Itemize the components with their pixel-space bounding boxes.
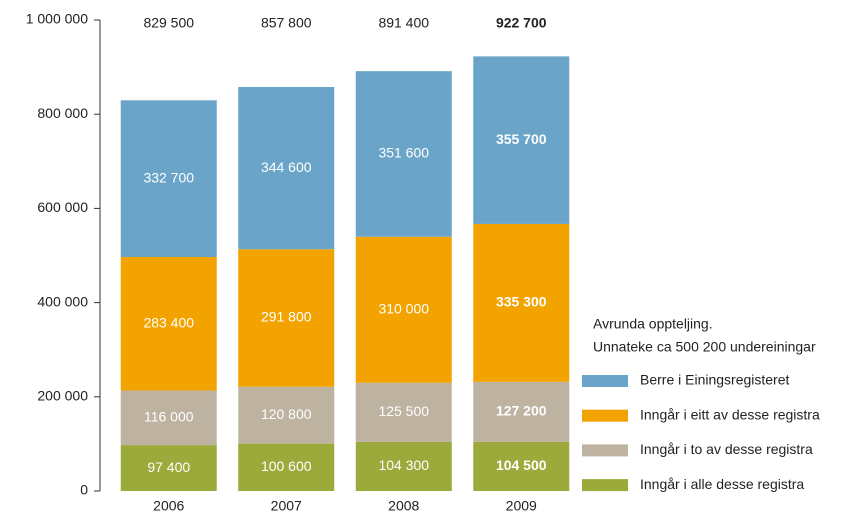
data-label: 332 700 [143,169,194,185]
y-tick-label: 800 000 [37,105,88,121]
bar-segment [355,382,452,442]
total-label: 857 800 [261,15,312,31]
data-label: 104 300 [378,457,429,473]
data-label: 344 600 [261,159,312,175]
bar-segment [473,441,570,491]
legend-label: Inngår i to av desse registra [640,441,813,457]
bar-segment [238,249,335,387]
data-label: 97 400 [147,459,190,475]
data-label: 351 600 [378,145,429,161]
bar-segment [473,381,570,442]
bar-segment [355,441,452,491]
data-label: 116 000 [144,409,194,425]
x-tick-label: 2009 [506,498,537,514]
legend-swatch [582,444,628,457]
data-label: 355 700 [496,131,547,147]
legend-label: Inngår i alle desse registra [640,476,804,492]
data-label: 335 300 [496,294,547,310]
legend-label: Inngår i eitt av desse registra [640,406,820,422]
bar-segment [120,100,217,258]
data-label: 104 500 [496,457,547,473]
bar-segment [473,223,570,382]
bar-segment [238,86,335,250]
x-tick-label: 2007 [271,498,302,514]
y-tick-label: 600 000 [37,199,88,215]
bar-segment [120,390,217,446]
annotation: Unnateke ca 500 200 undereiningar [593,339,816,355]
data-label: 310 000 [378,300,429,316]
bar-segment [355,71,452,237]
total-label: 829 500 [143,15,194,31]
y-tick-label: 400 000 [37,293,88,309]
bar-segment [120,257,217,391]
total-label: 891 400 [378,15,429,31]
total-label: 922 700 [496,15,547,31]
y-tick-label: 200 000 [37,388,88,404]
bar-segment [120,445,217,491]
data-label: 291 800 [261,309,312,325]
y-tick-label: 0 [80,482,88,498]
data-label: 120 800 [261,406,312,422]
data-label: 127 200 [496,403,547,419]
legend-swatch [582,375,628,387]
data-label: 100 600 [261,458,312,474]
x-tick-label: 2006 [153,498,184,514]
x-tick-label: 2008 [388,498,419,514]
bar-segment [473,56,570,224]
legend-swatch [582,479,628,492]
data-label: 125 500 [378,403,429,419]
bar-segment [238,443,335,491]
legend-label: Berre i Einingsregisteret [640,372,790,388]
bar-segment [355,236,452,383]
data-label: 283 400 [143,314,194,330]
annotation: Avrunda oppteljing. [593,316,713,332]
legend-swatch [582,409,628,422]
y-tick-label: 1 000 000 [26,11,88,27]
bar-segment [238,386,335,444]
